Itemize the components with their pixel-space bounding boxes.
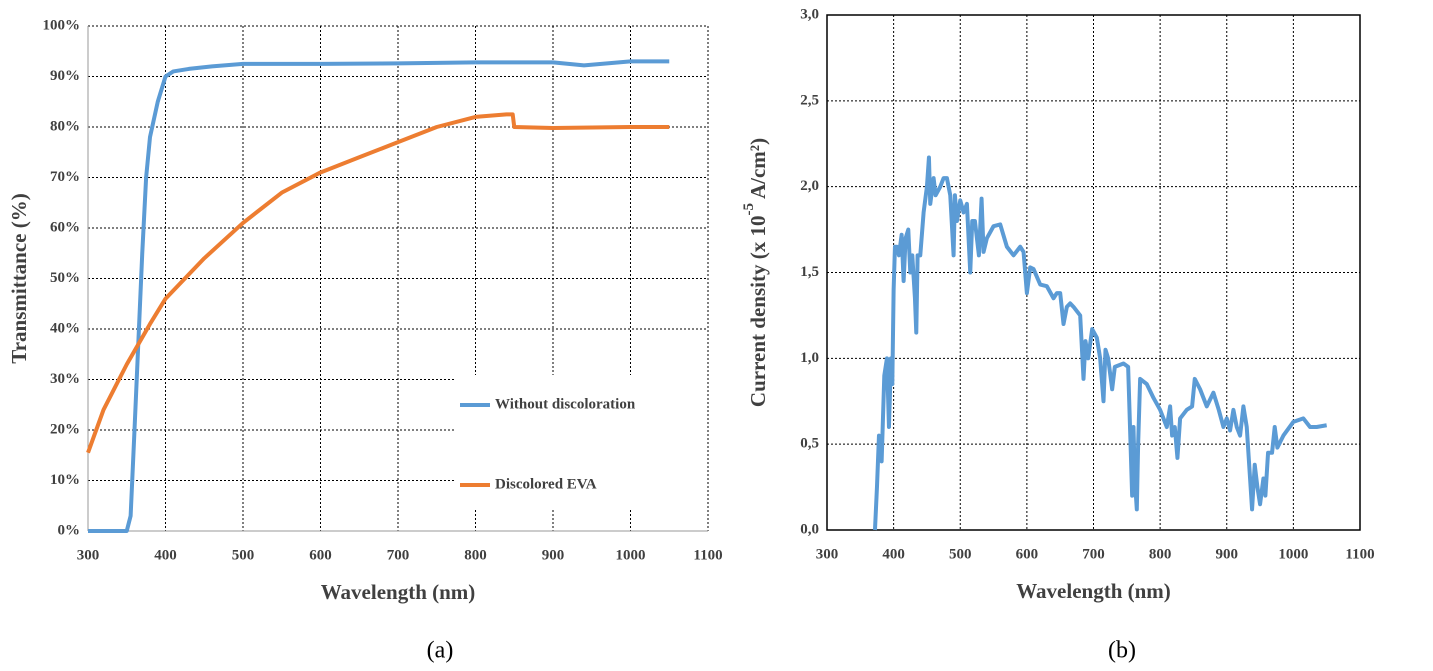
line-series bbox=[88, 59, 670, 533]
x-tick-label: 400 bbox=[154, 547, 177, 563]
x-tick-label: 500 bbox=[949, 546, 972, 562]
x-tick-label: 800 bbox=[464, 547, 487, 563]
y-tick-label: 0,0 bbox=[800, 521, 819, 537]
y-tick-label: 80% bbox=[50, 118, 80, 134]
y-tick-label: 1,5 bbox=[800, 264, 819, 280]
y-tick-label: 0,5 bbox=[800, 436, 819, 452]
legend-label: Without discoloration bbox=[495, 396, 636, 412]
y-axis-label-part: -5 bbox=[741, 203, 757, 216]
line-series bbox=[872, 155, 1328, 531]
x-tick-label: 500 bbox=[232, 547, 255, 563]
y-axis-label-part: Current density (x 10 bbox=[746, 216, 770, 408]
line-series bbox=[86, 112, 670, 454]
x-tick-label: 600 bbox=[309, 547, 332, 563]
x-tick-label: 800 bbox=[1149, 546, 1172, 562]
y-tick-label: 100% bbox=[43, 17, 81, 33]
caption: (a) bbox=[427, 638, 454, 664]
x-tick-label: 1100 bbox=[1345, 546, 1374, 562]
y-tick-label: 2,0 bbox=[800, 178, 819, 194]
x-tick-label: 600 bbox=[1016, 546, 1039, 562]
y-axis-label-part: A/cm²) bbox=[746, 138, 770, 199]
y-tick-label: 60% bbox=[50, 219, 80, 235]
x-tick-label: 300 bbox=[77, 547, 100, 563]
x-tick-label: 900 bbox=[1216, 546, 1239, 562]
x-tick-label: 400 bbox=[882, 546, 905, 562]
y-tick-label: 20% bbox=[50, 421, 80, 437]
y-tick-label: 3,0 bbox=[800, 6, 819, 22]
x-tick-label: 1000 bbox=[616, 547, 646, 563]
x-tick-label: 1100 bbox=[693, 547, 722, 563]
x-tick-label: 700 bbox=[387, 547, 410, 563]
x-axis-label: Wavelength (nm) bbox=[1016, 579, 1171, 603]
y-tick-label: 0% bbox=[58, 522, 81, 538]
x-tick-label: 700 bbox=[1082, 546, 1105, 562]
y-tick-label: 30% bbox=[50, 371, 80, 387]
y-tick-label: 40% bbox=[50, 320, 80, 336]
y-tick-label: 70% bbox=[50, 169, 80, 185]
y-axis-label: Transmittance (%) bbox=[7, 193, 31, 364]
y-tick-label: 1,0 bbox=[800, 350, 819, 366]
legend-label: Discolored EVA bbox=[495, 476, 597, 492]
y-tick-label: 90% bbox=[50, 68, 80, 84]
y-tick-label: 2,5 bbox=[800, 92, 819, 108]
y-tick-label: 10% bbox=[50, 472, 80, 488]
y-tick-label: 50% bbox=[50, 270, 80, 286]
x-tick-label: 300 bbox=[816, 546, 839, 562]
x-tick-label: 900 bbox=[542, 547, 565, 563]
x-tick-label: 1000 bbox=[1278, 546, 1308, 562]
caption: (b) bbox=[1108, 638, 1136, 664]
legend-box bbox=[455, 375, 707, 510]
x-axis-label: Wavelength (nm) bbox=[321, 580, 476, 604]
y-axis-label: Current density (x 10-5 A/cm²) bbox=[741, 138, 769, 407]
